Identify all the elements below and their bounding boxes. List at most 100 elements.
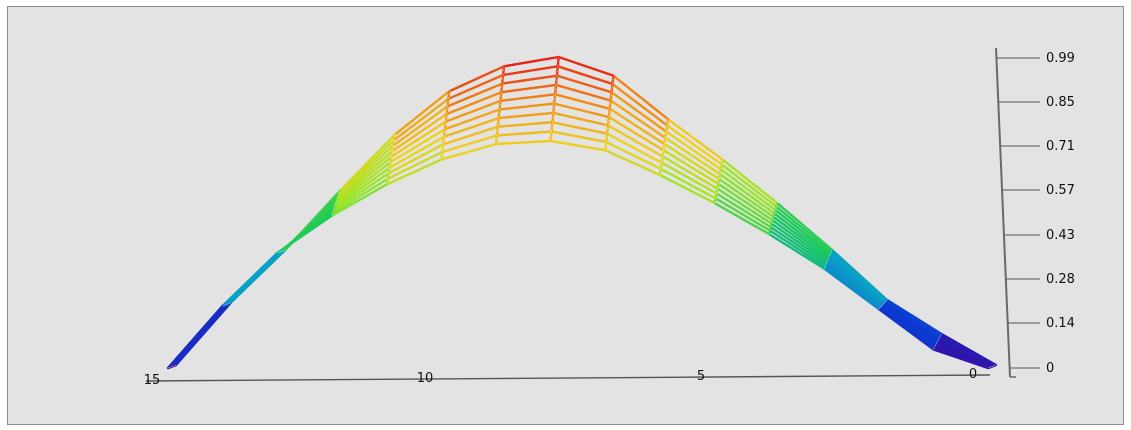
surface-column-highlight bbox=[388, 162, 391, 168]
surface-column-highlight bbox=[392, 140, 395, 146]
surface-column-highlight bbox=[440, 151, 443, 160]
surface-column-highlight bbox=[442, 136, 445, 145]
z-tick-label: 0.57 bbox=[1046, 183, 1075, 198]
surface-column-highlight bbox=[557, 56, 560, 67]
surface-row-segment bbox=[497, 111, 555, 120]
surface-row-segment bbox=[829, 252, 887, 303]
surface-row-segment bbox=[385, 158, 443, 186]
surface-column-highlight bbox=[553, 94, 556, 104]
surface-row-segment bbox=[717, 177, 775, 219]
surface-row-segment bbox=[441, 134, 499, 154]
surface-row-segment bbox=[335, 155, 393, 203]
surface-column-highlight bbox=[501, 74, 504, 84]
surface-column-highlight bbox=[664, 137, 666, 145]
surface-row-segment bbox=[769, 229, 827, 268]
surface-row-segment bbox=[608, 107, 666, 146]
surface-row-segment bbox=[501, 65, 559, 77]
surface-row-segment bbox=[718, 172, 776, 215]
surface-column-highlight bbox=[937, 338, 940, 341]
surface-row-segment bbox=[553, 93, 611, 111]
surface-row-segment bbox=[336, 150, 394, 201]
surface-column-highlight bbox=[775, 206, 777, 211]
surface-row-segment bbox=[447, 73, 505, 101]
surface-column-highlight bbox=[550, 131, 552, 141]
surface-row-segment bbox=[666, 118, 724, 161]
surface-row-segment bbox=[392, 97, 450, 142]
surface-column-highlight bbox=[883, 301, 886, 304]
surface-row-segment bbox=[713, 201, 771, 236]
surface-column-highlight bbox=[500, 92, 502, 101]
surface-column-highlight bbox=[497, 118, 500, 127]
surface-row-segment bbox=[557, 55, 615, 77]
x-tick-label: 15 bbox=[144, 373, 161, 388]
surface-row-segment bbox=[932, 348, 990, 370]
surface-column-highlight bbox=[774, 210, 776, 214]
surface-column-highlight bbox=[935, 342, 938, 345]
surface-row-segment bbox=[721, 158, 779, 205]
surface-row-segment bbox=[822, 267, 880, 311]
surface-row-segment bbox=[606, 124, 664, 158]
surface-row-segment bbox=[775, 205, 833, 254]
z-tick-label: 0.14 bbox=[1046, 316, 1075, 331]
z-tick-label: 0.43 bbox=[1046, 228, 1075, 243]
surface-row-segment bbox=[500, 83, 558, 94]
surface-column-highlight bbox=[878, 307, 880, 310]
surface-column-highlight bbox=[336, 198, 338, 202]
z-tick-label: 0.28 bbox=[1046, 272, 1075, 287]
surface-row-segment bbox=[880, 304, 938, 346]
surface-row-segment bbox=[443, 108, 501, 131]
surface-column-highlight bbox=[554, 84, 557, 95]
surface-row-segment bbox=[387, 143, 445, 175]
surface-row-segment bbox=[388, 135, 446, 170]
surface-row-segment bbox=[664, 136, 722, 176]
surface-row-segment bbox=[494, 139, 552, 146]
surface-column-highlight bbox=[387, 173, 389, 179]
surface-row-segment bbox=[830, 248, 888, 301]
surface-row-segment bbox=[221, 251, 279, 307]
x-axis-line bbox=[145, 374, 991, 382]
surface-column-highlight bbox=[663, 144, 665, 151]
surface-row-segment bbox=[661, 155, 719, 190]
surface-row-segment bbox=[610, 91, 668, 133]
surface-row-segment bbox=[442, 116, 500, 138]
surface-column-highlight bbox=[338, 190, 341, 194]
surface-column-highlight bbox=[499, 100, 501, 110]
surface-column-highlight bbox=[830, 249, 833, 253]
surface-row-segment bbox=[659, 167, 717, 200]
surface-column-highlight bbox=[825, 262, 828, 265]
surface-column-highlight bbox=[829, 251, 832, 255]
surface-column-highlight bbox=[556, 66, 559, 76]
surface-row-segment bbox=[446, 82, 504, 108]
surface-row-segment bbox=[499, 93, 557, 103]
surface-column-highlight bbox=[495, 135, 498, 145]
surface-column-highlight bbox=[934, 344, 937, 347]
surface-row-segment bbox=[827, 256, 885, 305]
surface-row-segment bbox=[663, 142, 721, 181]
surface-column-highlight bbox=[331, 212, 334, 216]
surface-row-segment bbox=[716, 187, 774, 226]
surface-column-highlight bbox=[932, 347, 935, 350]
surface-column-highlight bbox=[336, 196, 339, 200]
surface-column-highlight bbox=[612, 75, 614, 84]
surface-row-segment bbox=[715, 192, 773, 229]
plot-frame bbox=[7, 6, 1124, 425]
surface-row-segment bbox=[554, 83, 612, 102]
surface-row-segment bbox=[769, 226, 827, 266]
surface-column-highlight bbox=[665, 125, 668, 132]
surface-row-segment bbox=[612, 74, 670, 121]
x-axis: 15 10 5 0 bbox=[144, 367, 991, 388]
surface-column-highlight bbox=[885, 299, 887, 301]
surface-row-segment bbox=[604, 149, 662, 177]
surface-column-highlight bbox=[445, 113, 448, 122]
surface-row-segment bbox=[881, 303, 939, 344]
surface-column-highlight bbox=[939, 335, 941, 338]
surface-column-highlight bbox=[664, 131, 667, 138]
surface-row-segment bbox=[717, 182, 775, 222]
surface-column-highlight bbox=[881, 303, 884, 306]
surface-column-highlight bbox=[444, 121, 447, 130]
surface-row-segment bbox=[445, 91, 503, 116]
surface-row-segment bbox=[768, 233, 826, 270]
surface-row-segment bbox=[609, 99, 667, 140]
surface-row-segment bbox=[772, 215, 830, 260]
surface-column-highlight bbox=[769, 227, 772, 231]
